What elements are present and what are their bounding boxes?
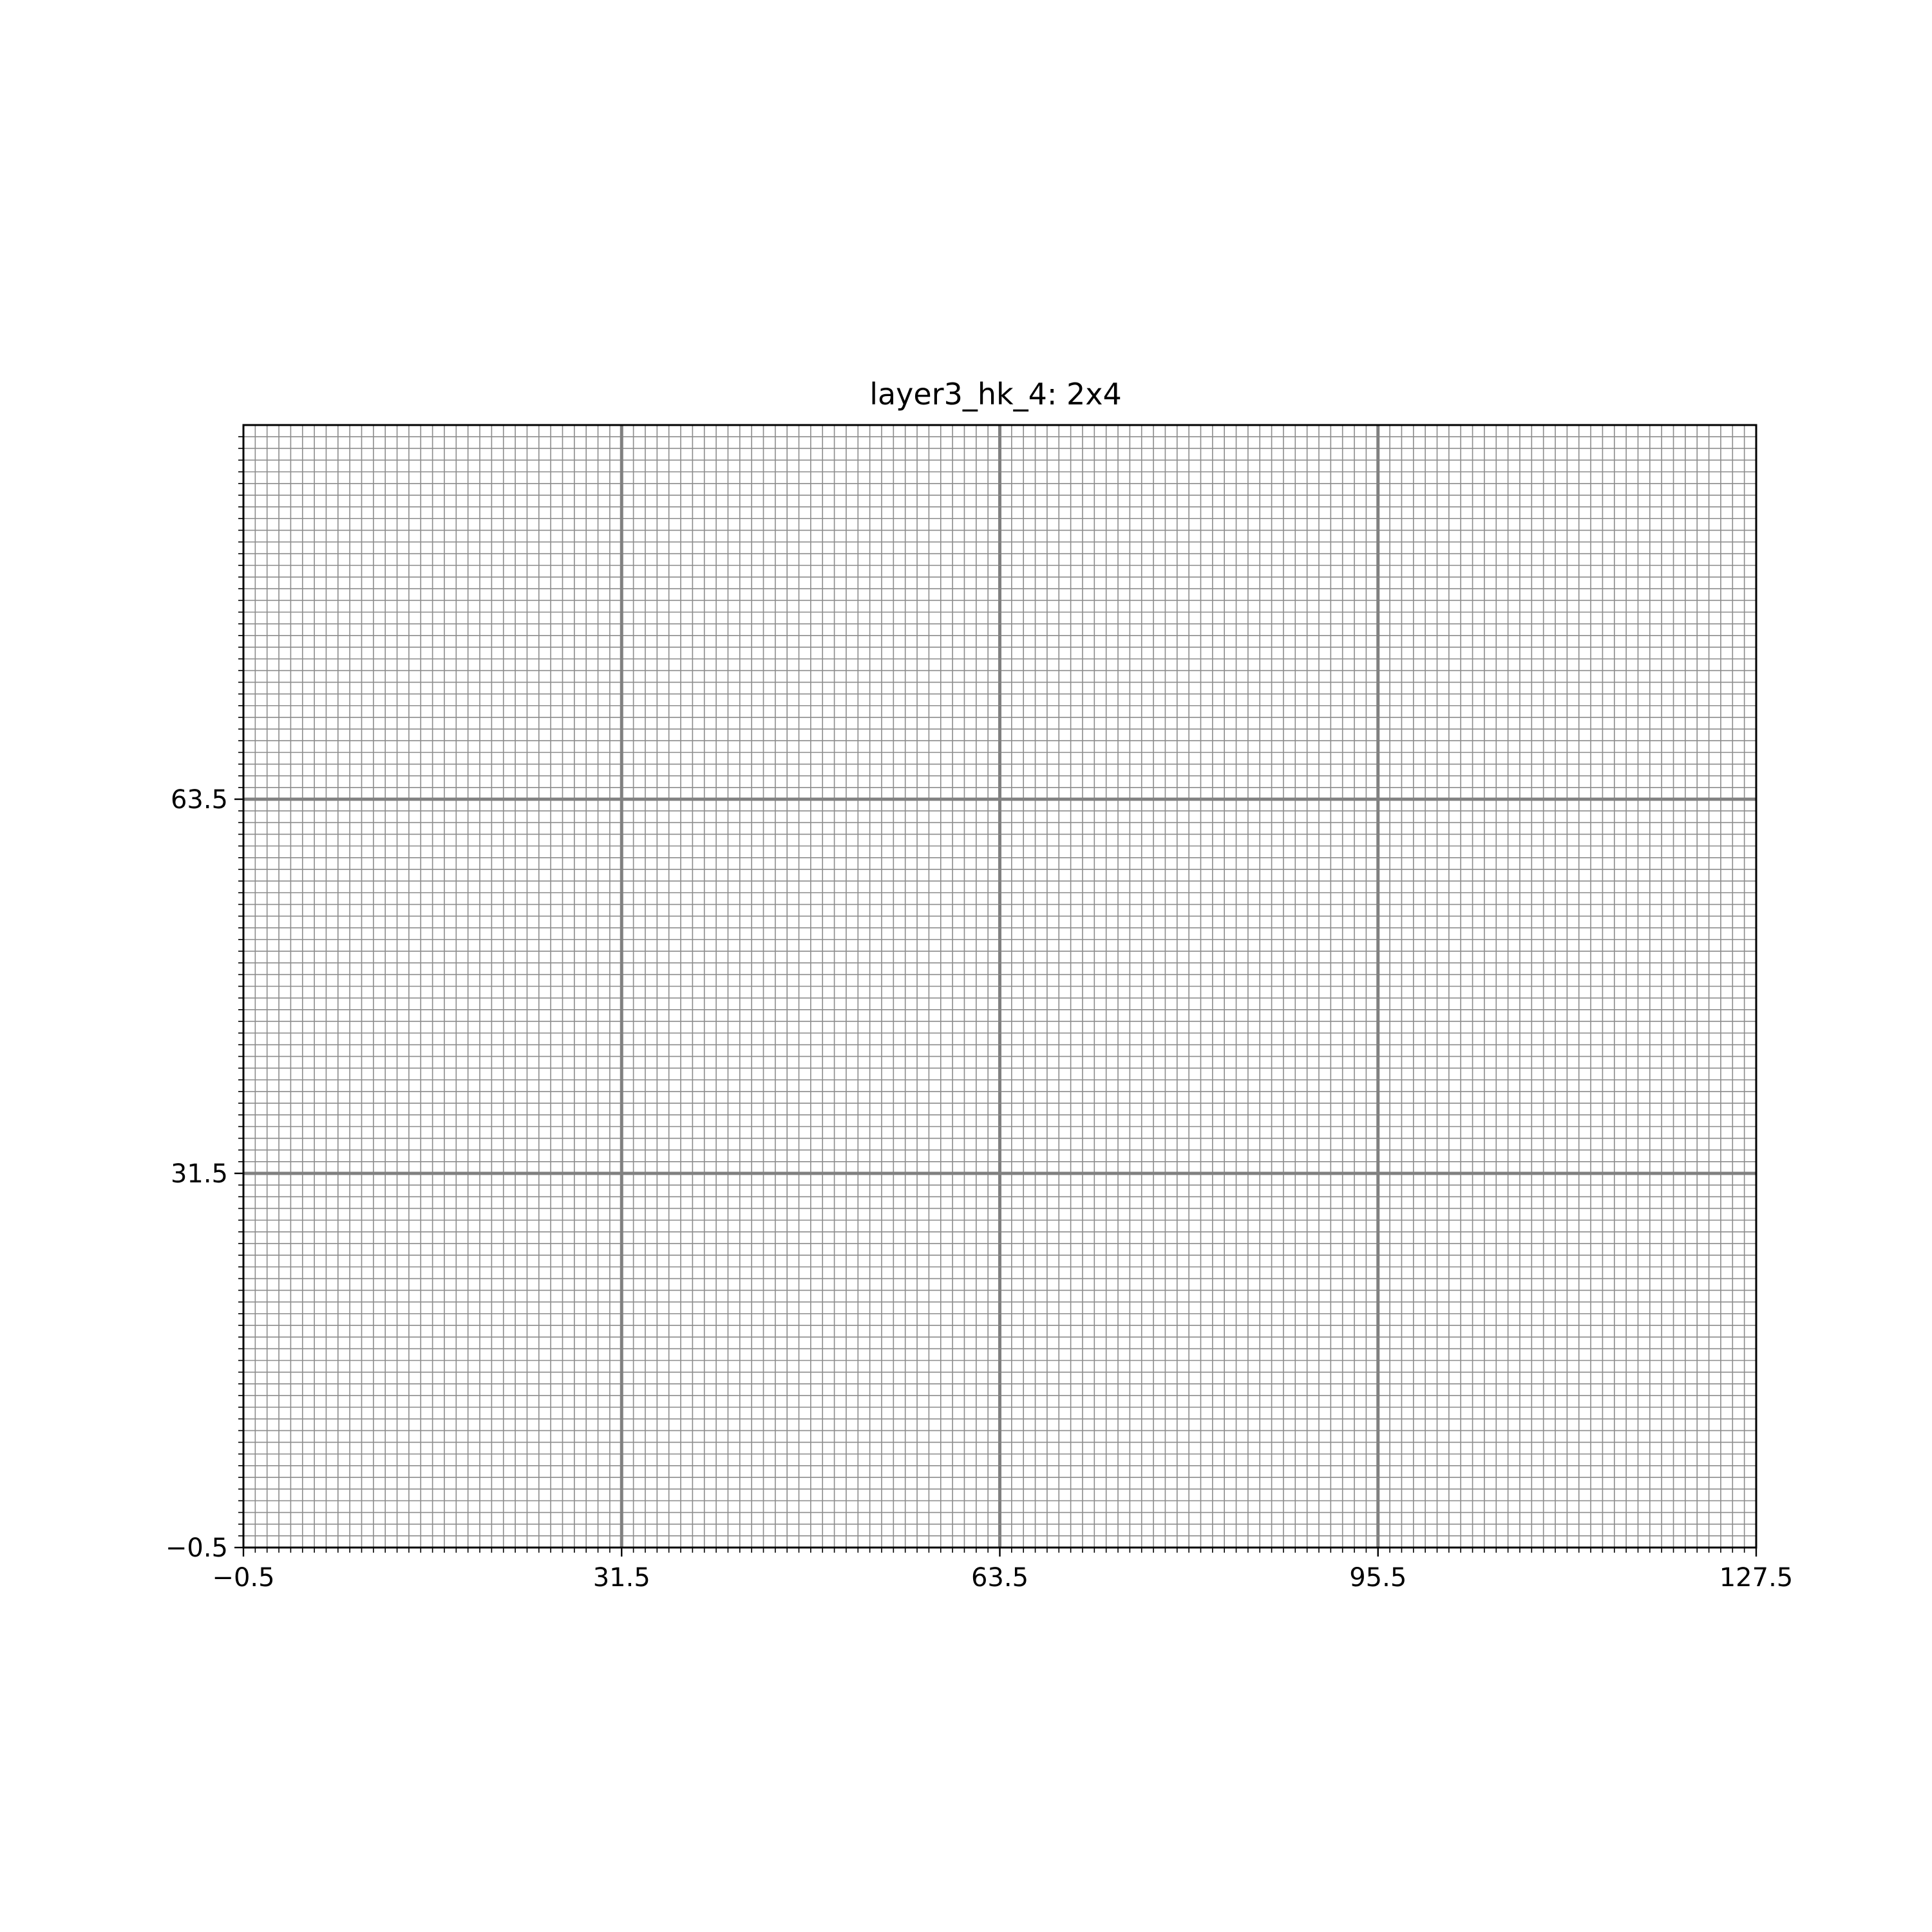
x-tick-label: −0.5: [212, 1563, 274, 1593]
y-tick-label: 63.5: [171, 785, 228, 815]
y-tick-label: −0.5: [166, 1533, 228, 1563]
plot-area: −0.5 31.5 63.5 95.5 127.5 −0.5 31.5 63.5: [166, 424, 1794, 1593]
x-tick-label: 95.5: [1349, 1563, 1406, 1593]
x-tick-label: 127.5: [1719, 1563, 1794, 1593]
x-tick-label: 31.5: [593, 1563, 650, 1593]
x-tick-label: 63.5: [971, 1563, 1028, 1593]
y-tick-label: 31.5: [171, 1159, 228, 1189]
plot-frame: [242, 424, 1757, 1549]
major-grid: [243, 425, 1756, 1548]
chart-title: layer3_hk_4: 2x4: [869, 377, 1122, 412]
